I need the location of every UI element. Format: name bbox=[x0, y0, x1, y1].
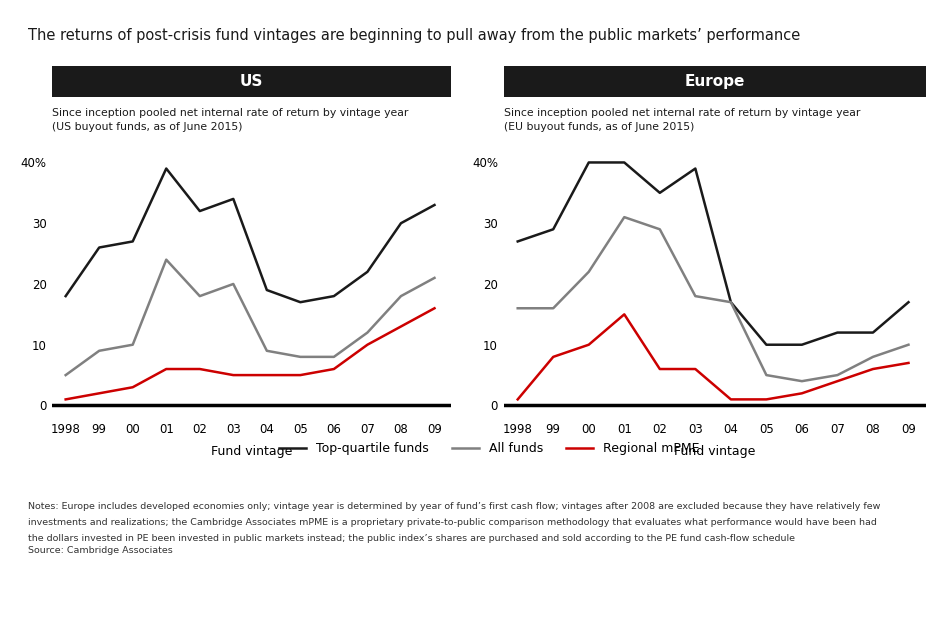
Text: Source: Cambridge Associates: Source: Cambridge Associates bbox=[28, 546, 173, 555]
X-axis label: Fund vintage: Fund vintage bbox=[211, 445, 293, 458]
X-axis label: Fund vintage: Fund vintage bbox=[674, 445, 755, 458]
Text: Since inception pooled net internal rate of return by vintage year: Since inception pooled net internal rate… bbox=[52, 108, 408, 118]
Text: Notes: Europe includes developed economies only; vintage year is determined by y: Notes: Europe includes developed economi… bbox=[28, 502, 881, 511]
Text: US: US bbox=[240, 74, 263, 89]
Legend: Top-quartile funds, All funds, Regional mPME: Top-quartile funds, All funds, Regional … bbox=[278, 442, 700, 455]
Text: the dollars invested in PE been invested in public markets instead; the public i: the dollars invested in PE been invested… bbox=[28, 534, 795, 543]
Text: Europe: Europe bbox=[685, 74, 745, 89]
Text: Since inception pooled net internal rate of return by vintage year: Since inception pooled net internal rate… bbox=[504, 108, 860, 118]
Text: The returns of post-crisis fund vintages are beginning to pull away from the pub: The returns of post-crisis fund vintages… bbox=[28, 28, 801, 43]
Text: (US buyout funds, as of June 2015): (US buyout funds, as of June 2015) bbox=[52, 122, 243, 133]
Text: (EU buyout funds, as of June 2015): (EU buyout funds, as of June 2015) bbox=[504, 122, 694, 133]
Text: investments and realizations; the Cambridge Associates mPME is a proprietary pri: investments and realizations; the Cambri… bbox=[28, 518, 878, 527]
